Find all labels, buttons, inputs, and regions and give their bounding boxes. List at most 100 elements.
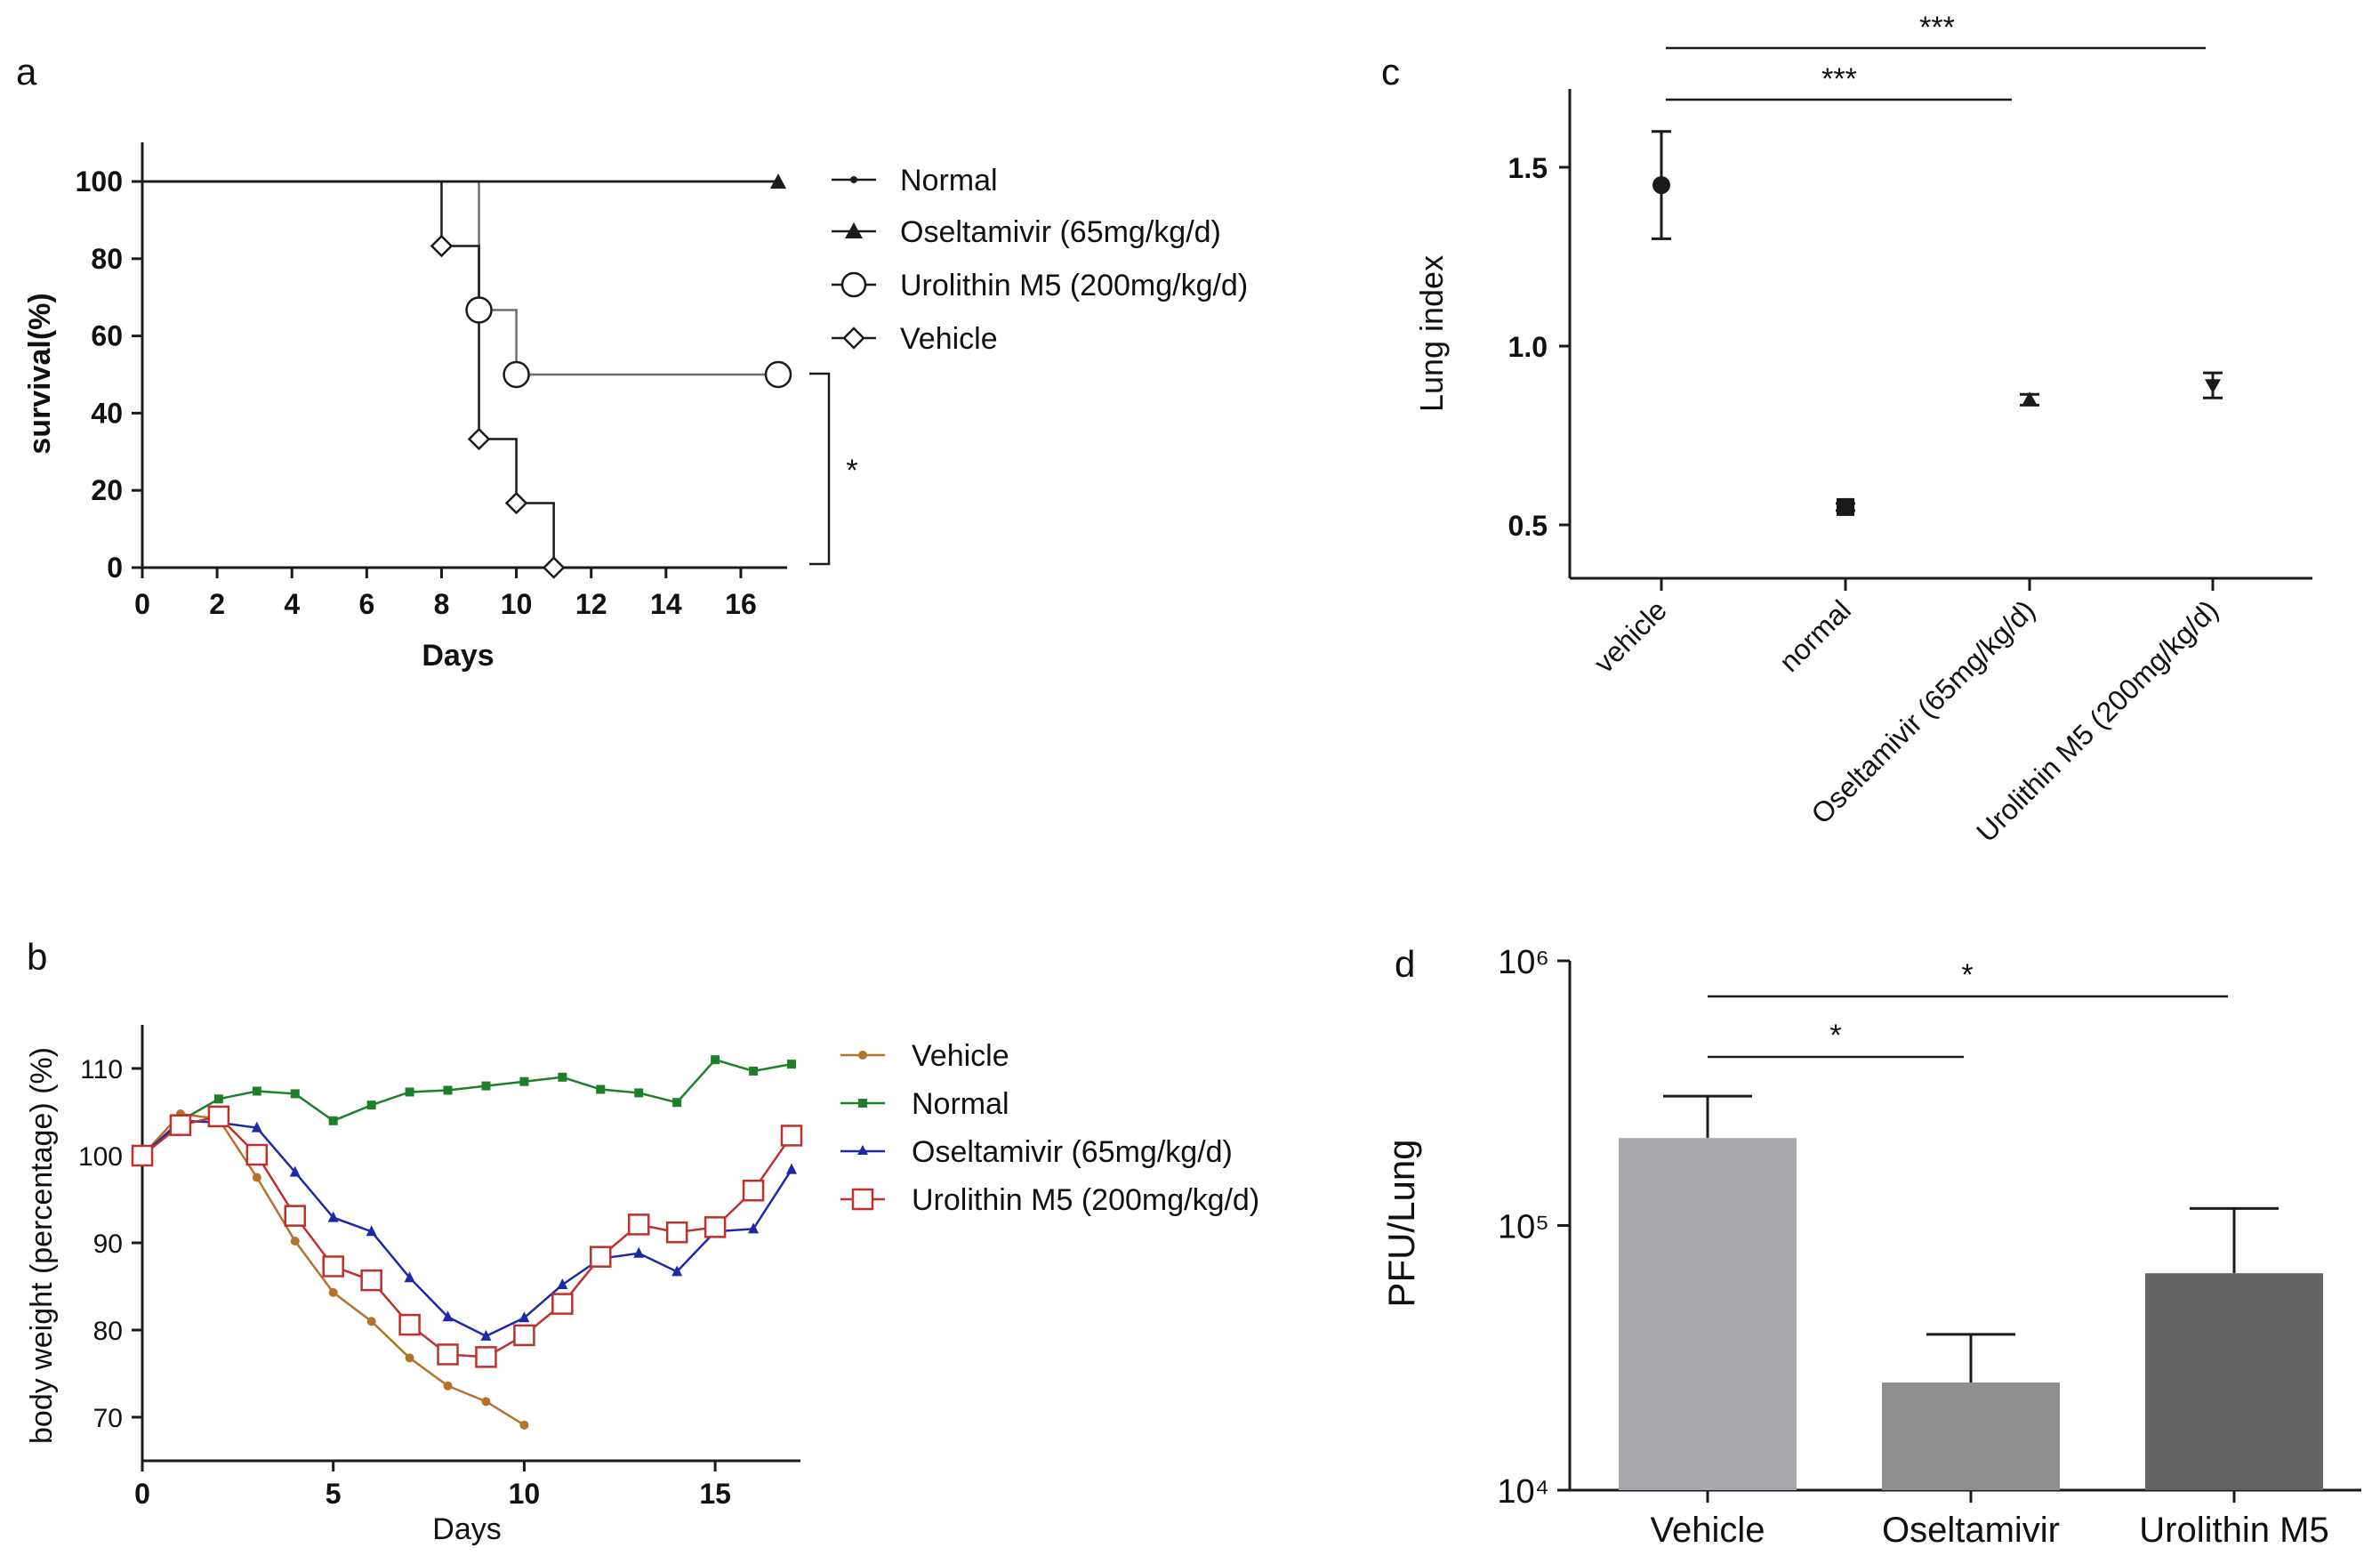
panel-b-oseltamivir-point [289, 1165, 301, 1177]
panel-a-urolithin-marker [503, 360, 530, 389]
panel-b-oseltamivir-point [748, 1222, 760, 1234]
panel-b-y-tick-label: 80 [93, 1317, 123, 1346]
panel-c-sig-label-2: *** [1919, 11, 1955, 44]
panel-a-x-label: Days [422, 639, 494, 673]
panel-a-sig-label: * [846, 454, 857, 488]
panel-b-vehicle-point [519, 1420, 529, 1430]
panel-a-x-tick-label: 2 [209, 588, 225, 620]
panel-d: 10⁴ 10⁵ 10⁶ Vehicle Oseltamivir Urolithin M5… [1380, 944, 2361, 1550]
panel-b-oseltamivir-point [633, 1246, 645, 1258]
panel-b-normal-point [749, 1066, 759, 1076]
legend-b-normal-marker [858, 1099, 867, 1108]
panel-a-y-label: survival(%) [23, 293, 57, 454]
legend-a-urolithin: Urolithin M5 (200mg/kg/d) [832, 269, 1248, 302]
panel-d-x-tick-label: Vehicle [1651, 1511, 1765, 1550]
panel-b-urolithin-point [513, 1324, 535, 1347]
panel-b-urolithin-point [590, 1246, 612, 1268]
panel-c-y-label: Lung index [1413, 255, 1450, 412]
panel-b-normal-point [290, 1089, 300, 1099]
panel-a-x-tick-label: 16 [725, 588, 757, 620]
panel-d-y-label: PFU/Lung [1380, 1139, 1422, 1307]
panel-a-series-urolithin-line [142, 180, 778, 376]
panel-d-y-tick-label: 10⁴ [1497, 1473, 1549, 1511]
panel-c-y-tick-label: 1.5 [1508, 152, 1548, 184]
panel-b-y-tick-label: 110 [80, 1055, 123, 1084]
legend-a-vehicle-label: Vehicle [900, 322, 998, 356]
legend-b-urolithin-label: Urolithin M5 (200mg/kg/d) [912, 1183, 1259, 1217]
panel-b-normal-point [328, 1116, 338, 1125]
legend-a-urolithin-label: Urolithin M5 (200mg/kg/d) [900, 269, 1248, 302]
panel-b-normal-point [787, 1060, 796, 1069]
panel-b-series-oseltamivir-line [141, 1119, 793, 1338]
panel-b-urolithin-point [284, 1205, 307, 1227]
panel-b-oseltamivir-point [480, 1329, 492, 1341]
panel-b-y-tick-label: 100 [78, 1142, 123, 1172]
panel-d-x-ticks: Vehicle Oseltamivir Urolithin M5 [1651, 1490, 2329, 1550]
panel-a-x-tick-label: 0 [134, 588, 150, 620]
panel-b-oseltamivir-point [557, 1278, 568, 1290]
panel-b-urolithin-point [780, 1125, 803, 1147]
panel-b-urolithin-point [131, 1144, 154, 1167]
panel-c-sig-label-1: *** [1821, 62, 1857, 96]
panel-d-sig-label-1: * [1829, 1019, 1841, 1052]
panel-b-vehicle-point [290, 1237, 300, 1246]
panel-b-normal-point [711, 1055, 720, 1065]
panel-d-y-tick-label: 10⁵ [1498, 1209, 1549, 1246]
panel-d-y-ticks: 10⁴ 10⁵ 10⁶ [1497, 944, 1570, 1511]
panel-a-y-tick-label: 60 [91, 320, 123, 352]
panel-d-x-tick-label: Oseltamivir [1882, 1511, 2060, 1550]
panel-b-normal-point [634, 1088, 644, 1098]
panel-b-vehicle-point [481, 1397, 491, 1407]
panel-b-urolithin-point [398, 1313, 421, 1336]
panel-b-series-normal-line [141, 1058, 792, 1157]
panel-d-y-tick-label: 10⁶ [1498, 944, 1549, 981]
panel-a-vehicle-marker [542, 556, 566, 579]
panel-b-x-tick-label: 5 [326, 1478, 342, 1510]
panel-a-significance: * [809, 372, 858, 566]
legend-b-normal: Normal [840, 1087, 1009, 1121]
panel-b-vehicle-point [366, 1317, 376, 1326]
panel-a-urolithin-marker [465, 296, 493, 324]
panel-b-normal-point [213, 1094, 223, 1104]
panel-b-vehicle-point [252, 1173, 261, 1182]
panel-a-legend: Normal Oseltamivir (65mg/kg/d) Urolithin… [832, 164, 1248, 356]
panel-a-axes: 0 2 4 6 8 10 12 14 16 0 20 40 60 80 100 Days survival… [23, 142, 787, 673]
panel-a-vehicle-marker [504, 491, 528, 515]
panel-b-vehicle-point [405, 1353, 414, 1363]
panel-a-vehicle-marker [467, 427, 491, 451]
panel-b-urolithin-point [551, 1293, 574, 1315]
panel-d-bar [1882, 1383, 2060, 1490]
legend-b-oseltamivir-label: Oseltamivir (65mg/kg/d) [912, 1135, 1233, 1169]
panel-c-y-tick-label: 1.0 [1508, 331, 1548, 363]
panel-letter-a: a [16, 51, 37, 93]
panel-b-normal-point [558, 1072, 567, 1082]
panel-b-normal-point [443, 1085, 453, 1095]
panel-b-x-tick-label: 15 [699, 1478, 731, 1510]
panel-b-normal-point [672, 1098, 682, 1108]
legend-a-oseltamivir-marker [845, 222, 863, 238]
legend-b-vehicle-label: Vehicle [912, 1039, 1009, 1073]
panel-a-x-tick-label: 4 [284, 588, 300, 620]
panel-b-y-tick-label: 90 [93, 1229, 123, 1259]
panel-b-urolithin-point [704, 1216, 727, 1238]
legend-b-vehicle-marker [858, 1051, 867, 1060]
panel-a-y-tick-label: 80 [91, 243, 123, 275]
panel-c-x-tick-label: vehicle [1588, 593, 1673, 679]
legend-a-vehicle-marker [842, 327, 865, 350]
panel-d-x-tick-label: Urolithin M5 [2139, 1511, 2328, 1550]
panel-b-normal-point [366, 1100, 376, 1110]
legend-a-oseltamivir-label: Oseltamivir (65mg/kg/d) [900, 215, 1221, 249]
panel-b-oseltamivir-point [404, 1271, 415, 1283]
panel-a-oseltamivir-marker [770, 173, 786, 189]
panel-b-urolithin-point [245, 1143, 269, 1166]
panel-b-x-tick-label: 10 [509, 1478, 541, 1510]
legend-a-normal-marker [850, 176, 857, 183]
panel-b-y-label: body weight (percentage) (%) [25, 1047, 59, 1444]
panel-b-normal-point [405, 1087, 414, 1097]
panel-a-plot-area [142, 173, 792, 579]
panel-b-oseltamivir-point [366, 1225, 377, 1237]
panel-b-x-tick-label: 0 [134, 1478, 150, 1510]
panel-b-urolithin-point [742, 1179, 765, 1202]
panel-c-y-ticks: 0.5 1.0 1.5 [1508, 152, 1570, 542]
